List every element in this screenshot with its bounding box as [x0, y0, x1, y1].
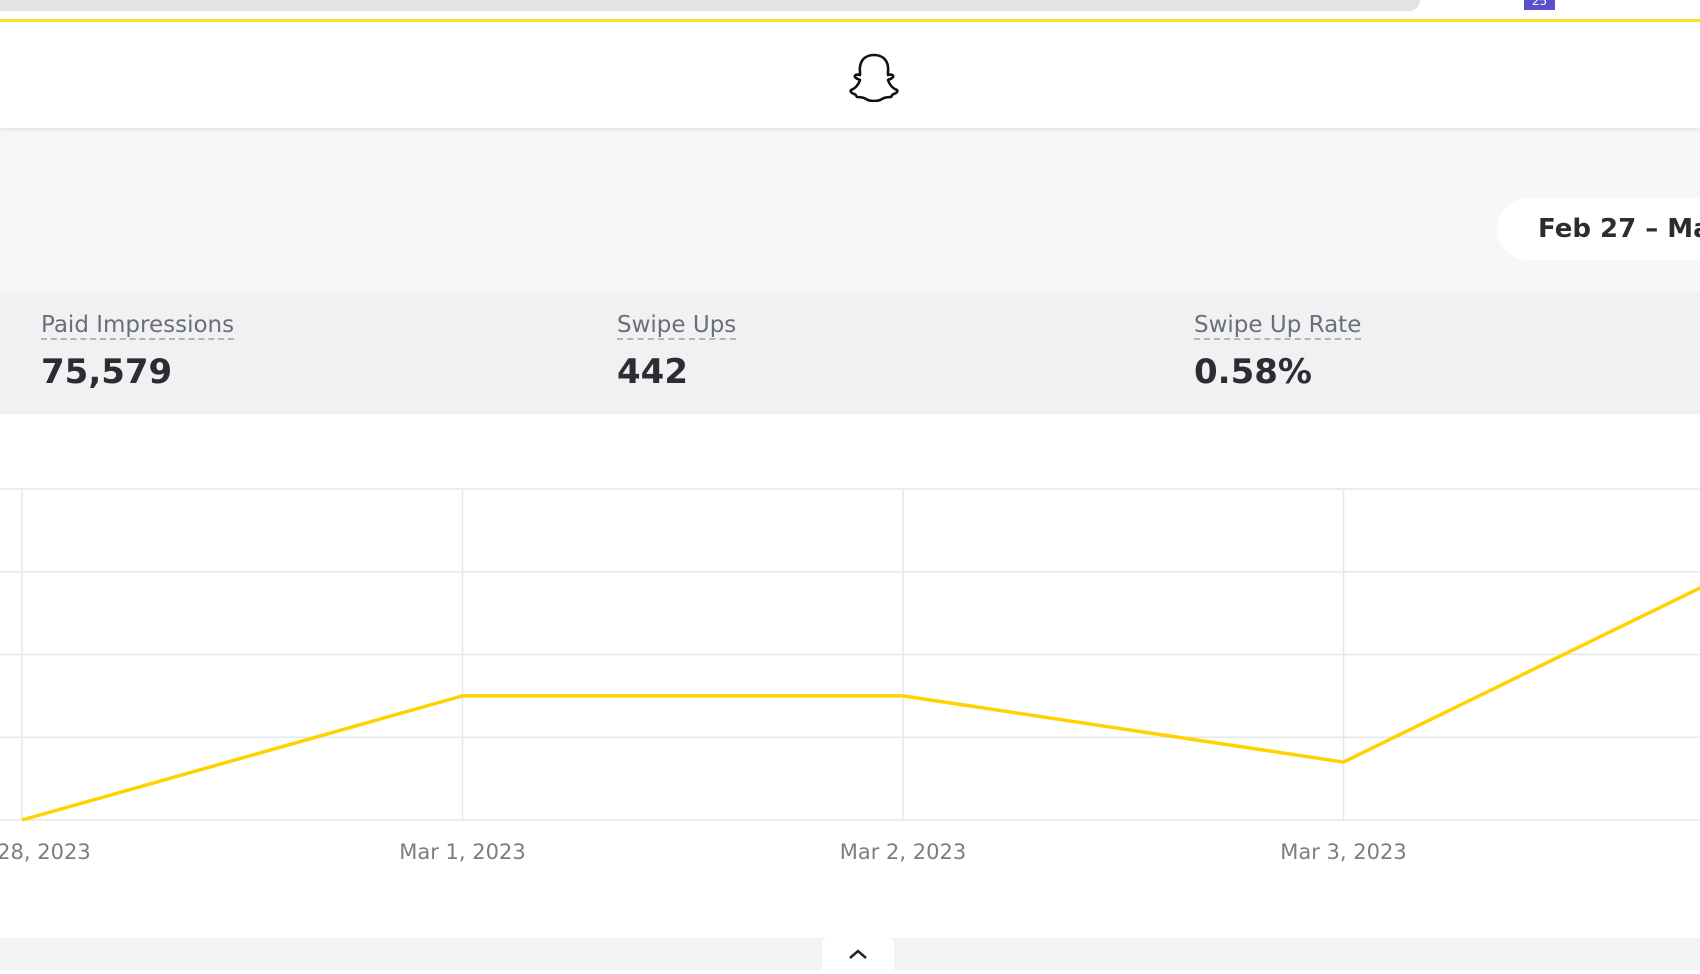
stat-label[interactable]: Swipe Up Rate — [1194, 312, 1362, 340]
collapse-tab[interactable] — [822, 938, 894, 970]
stat-label[interactable]: Swipe Ups — [617, 312, 737, 340]
stat-label[interactable]: Paid Impressions — [41, 312, 235, 340]
chevron-up — [849, 949, 867, 959]
x-tick-label: Mar 2, 2023 — [840, 840, 966, 864]
date-picker[interactable]: Feb 27 – Mar — [1497, 198, 1700, 260]
x-tick-label: Feb 28, 2023 — [0, 840, 91, 864]
snapchat-logo[interactable] — [848, 52, 900, 102]
accent-line — [0, 19, 1700, 22]
date-range: Feb 27 – Mar — [1538, 214, 1700, 244]
header — [0, 22, 1700, 128]
stats-band — [0, 291, 1700, 414]
badge: 25 — [1524, 0, 1555, 10]
stat-value: 75,579 — [41, 352, 173, 392]
x-tick-label: Mar 1, 2023 — [399, 840, 525, 864]
stat-value: 442 — [617, 352, 688, 392]
toolbar — [0, 128, 1700, 291]
x-tick-label: Mar 3, 2023 — [1280, 840, 1406, 864]
line — [21, 586, 1700, 822]
browser-bar — [0, 0, 1420, 11]
stat-value: 0.58% — [1194, 352, 1312, 392]
